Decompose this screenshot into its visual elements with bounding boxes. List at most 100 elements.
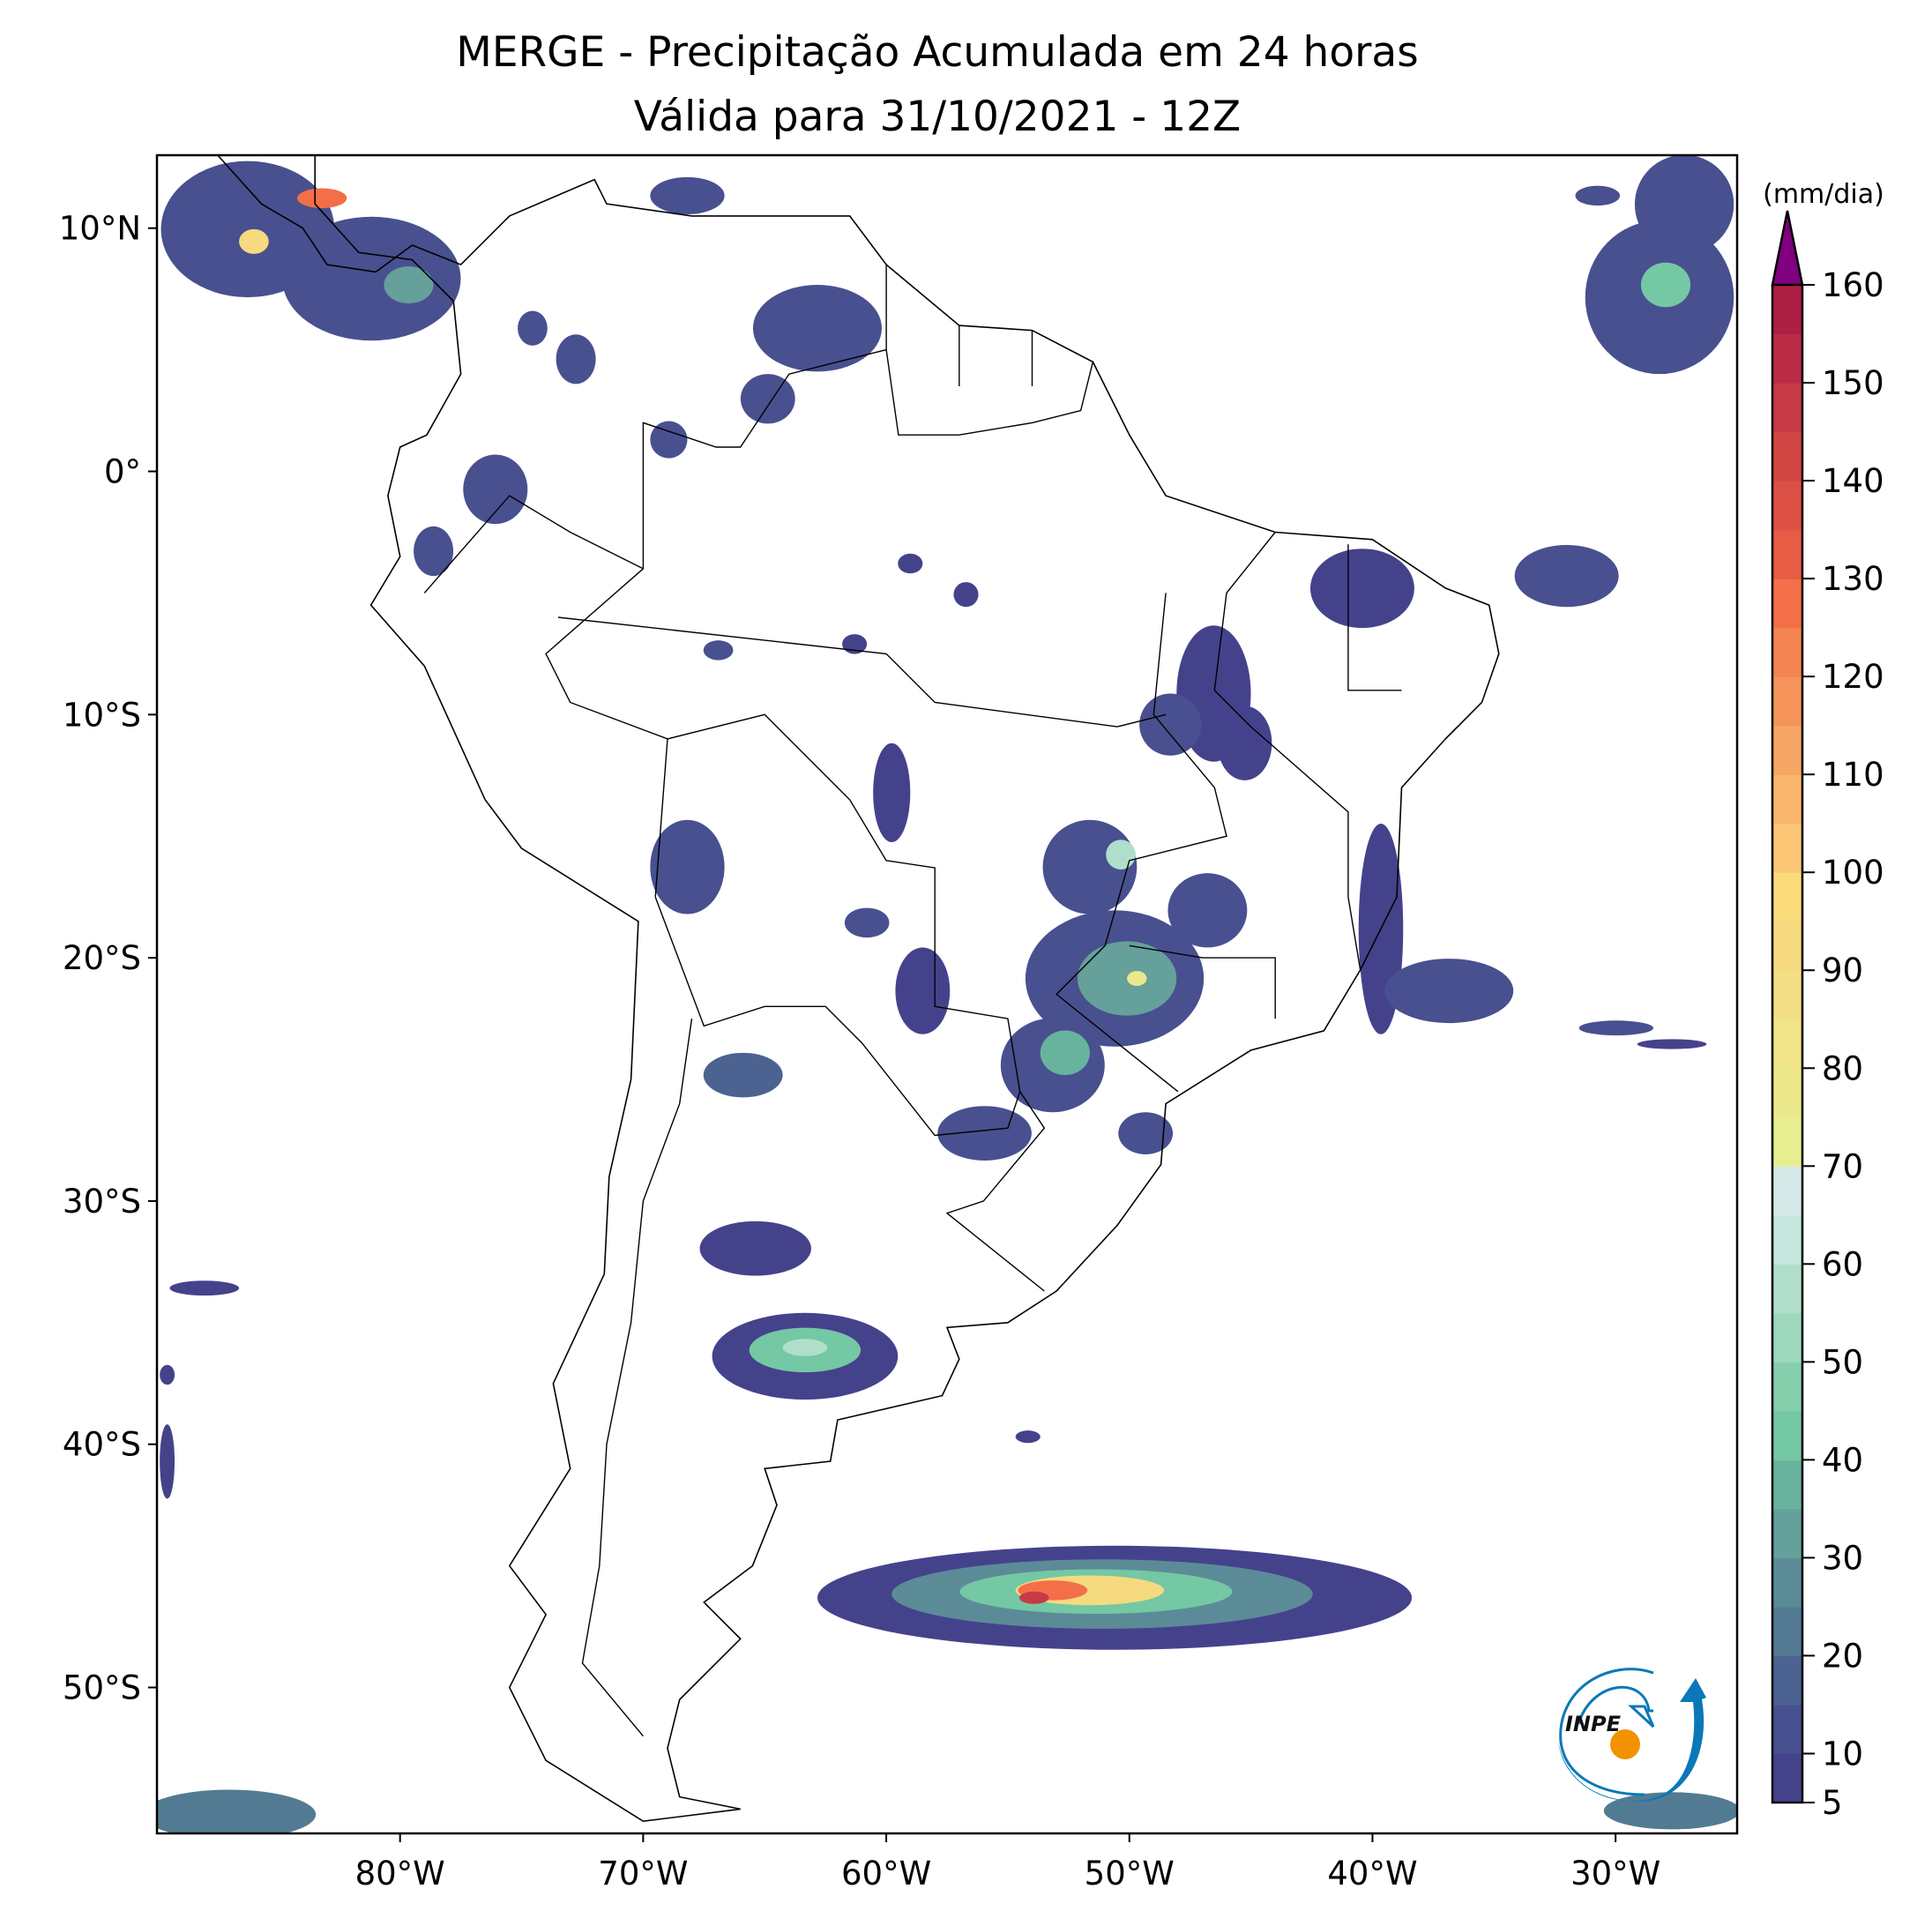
precipitation-area [556, 334, 596, 384]
border-line [1347, 544, 1402, 691]
lon-tick-label: 60°W [841, 1855, 931, 1892]
colorbar-segment [1772, 1362, 1802, 1412]
precipitation-area [1640, 262, 1691, 308]
precipitation-area [1018, 1591, 1049, 1604]
colorbar-segment [1772, 383, 1802, 433]
colorbar-tick-label: 20 [1822, 1637, 1863, 1675]
precipitation-area [160, 1424, 175, 1499]
title-line-1: MERGE - Precipitação Acumulada em 24 hor… [456, 28, 1418, 77]
lat-tick-label: 0° [104, 453, 141, 491]
precipitation-area [1015, 1430, 1041, 1444]
precipitation-area [1106, 840, 1136, 870]
colorbar: 5 10 20 30 40 50 60 70 80 90 100 110 120 130 140 150 160 [1771, 210, 1884, 1822]
colorbar-segment [1772, 676, 1802, 727]
colorbar-segment [1772, 1166, 1802, 1216]
lon-tick-label: 30°W [1570, 1855, 1660, 1892]
colorbar-tick-label: 10 [1822, 1735, 1863, 1773]
lat-tick-label: 50°S [63, 1669, 141, 1707]
colorbar-tick-label: 60 [1822, 1245, 1863, 1283]
precipitation-area [1637, 1039, 1707, 1049]
precipitation-area [1575, 185, 1621, 206]
colorbar-segment [1772, 529, 1802, 579]
precipitation-area [873, 743, 911, 843]
lat-tick-label: 10°N [59, 210, 141, 248]
colorbar-segment [1772, 285, 1802, 335]
inpe-logo: INPE [1558, 1668, 1706, 1803]
lat-tick-label: 40°S [63, 1426, 141, 1464]
colorbar-segment [1772, 1606, 1802, 1657]
colorbar-segment [1772, 1312, 1802, 1362]
precipitation-area [157, 1789, 317, 1833]
precipitation-area [1217, 705, 1272, 780]
colorbar-segment [1772, 1459, 1802, 1510]
border-line [423, 495, 644, 593]
border-line [1129, 944, 1276, 1019]
precipitation-area [740, 374, 795, 424]
colorbar-extend-arrow [1771, 210, 1804, 287]
precipitation-area [1578, 1020, 1653, 1036]
colorbar-segment [1772, 1753, 1802, 1803]
precipitation-area [1127, 971, 1147, 986]
precipitation-area [699, 1221, 811, 1276]
colorbar-segment [1772, 1410, 1802, 1460]
colorbar-tick-label: 120 [1822, 658, 1884, 696]
colorbar-tick-label: 140 [1822, 462, 1884, 500]
precipitation-area [1603, 1792, 1737, 1830]
colorbar-segment [1772, 1068, 1802, 1118]
colorbar-segment [1772, 1019, 1802, 1069]
lat-tick-label: 30°S [63, 1183, 141, 1221]
precipitation-area [414, 526, 454, 577]
precipitation-area [703, 1052, 783, 1098]
colorbar-tick-label: 5 [1822, 1784, 1843, 1822]
lon-tick-label: 40°W [1327, 1855, 1417, 1892]
colorbar-segment [1772, 1264, 1802, 1314]
lon-tick-label: 70°W [598, 1855, 688, 1892]
precipitation-area [650, 421, 688, 459]
colorbar-segment [1772, 1214, 1802, 1265]
map-frame [155, 153, 1739, 1835]
precipitation-area [1309, 549, 1414, 629]
colorbar-segment [1772, 921, 1802, 971]
precipitation-area [297, 188, 347, 208]
precipitation-area [650, 819, 725, 914]
precipitation-area [898, 553, 923, 574]
border-line [545, 265, 887, 898]
logo-sun-icon [1610, 1729, 1640, 1759]
precipitation-area [160, 1364, 175, 1385]
colorbar-tick-label: 110 [1822, 756, 1884, 794]
colorbar-segment [1772, 823, 1802, 873]
precipitation-area [650, 176, 725, 214]
colorbar-segment [1772, 431, 1802, 481]
colorbar-segment [1772, 1116, 1802, 1167]
lon-tick-label: 50°W [1085, 1855, 1175, 1892]
colorbar-tick-label: 40 [1822, 1441, 1863, 1479]
lon-tick-label: 80°W [355, 1855, 445, 1892]
colorbar-segment [1772, 1508, 1802, 1559]
coastline [215, 155, 1500, 1823]
colorbar-tick-label: 50 [1822, 1343, 1863, 1381]
border-line [1056, 593, 1227, 1093]
precipitation-area [844, 907, 890, 938]
precipitation-area [1384, 959, 1514, 1024]
colorbar-segment [1772, 774, 1802, 825]
colorbar-segment [1772, 872, 1802, 922]
precipitation-area [1514, 544, 1619, 608]
border-line [885, 349, 1094, 436]
colorbar-tick-label: 90 [1822, 952, 1863, 989]
colorbar-segment [1772, 481, 1802, 531]
precipitation-area [1167, 873, 1248, 948]
precipitation-field [157, 155, 1737, 1833]
colorbar-unit: (mm/dia) [1763, 179, 1884, 210]
colorbar-segment [1772, 627, 1802, 677]
title-line-2: Válida para 31/10/2021 - 12Z [634, 93, 1241, 141]
precipitation-area [384, 265, 434, 304]
colorbar-segment [1772, 579, 1802, 629]
colorbar-segment [1772, 1655, 1802, 1706]
border-line [581, 1019, 693, 1737]
colorbar-segment [1772, 970, 1802, 1020]
colorbar-segment [1772, 1704, 1802, 1755]
colorbar-tick-label: 150 [1822, 364, 1884, 402]
precipitation-area [160, 160, 335, 298]
colorbar-segment [1772, 333, 1802, 384]
